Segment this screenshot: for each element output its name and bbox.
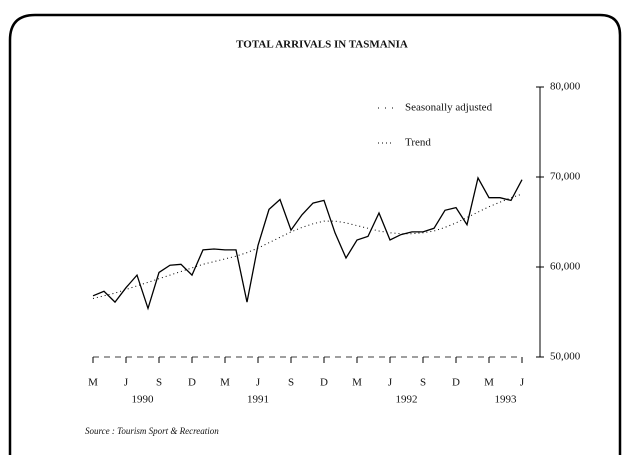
x-tick-label: S [156, 377, 162, 389]
source: Source : Tourism Sport & Recreation [85, 426, 219, 436]
x-tick-label: M [352, 377, 362, 389]
x-tick-label: D [320, 377, 328, 389]
x-tick-label: S [288, 377, 294, 389]
legend-label: Seasonally adjusted [405, 102, 493, 114]
x-tick-label: J [520, 377, 525, 389]
y-tick-label: 70,000 [550, 171, 581, 183]
x-tick-label: M [484, 377, 494, 389]
year-label: 1993 [495, 394, 518, 406]
x-tick-label: J [256, 377, 261, 389]
chart-title: TOTAL ARRIVALS IN TASMANIA [236, 39, 408, 51]
x-tick-label: J [124, 377, 129, 389]
x-tick-label: D [452, 377, 460, 389]
x-tick-label: M [88, 377, 98, 389]
x-tick-label: J [388, 377, 393, 389]
year-label: 1991 [247, 394, 269, 406]
y-tick-label: 80,000 [550, 81, 581, 93]
year-label: 1992 [396, 394, 418, 406]
y-tick-label: 60,000 [550, 261, 581, 273]
legend-label: Trend [405, 137, 431, 149]
year-label: 1990 [132, 394, 155, 406]
x-tick-label: M [220, 377, 230, 389]
frame [8, 13, 622, 455]
x-tick-label: D [188, 377, 196, 389]
y-tick-label: 50,000 [550, 351, 581, 363]
series-line [92, 176, 523, 311]
x-tick-label: S [420, 377, 426, 389]
